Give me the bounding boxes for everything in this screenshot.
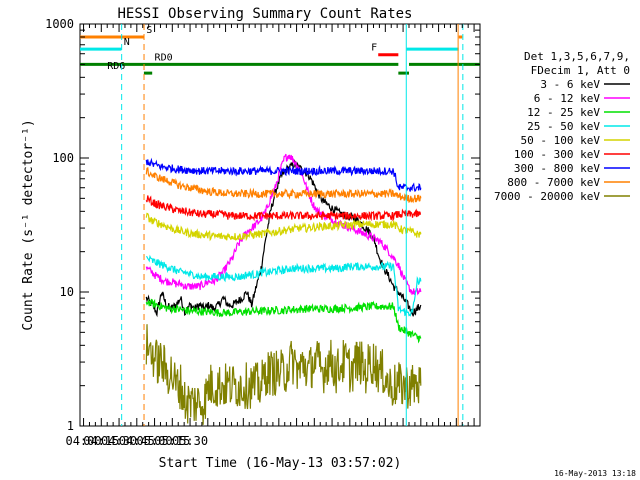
flag-label-n: N	[124, 37, 130, 48]
y-axis-label: Count Rate (s⁻¹ detector⁻¹)	[21, 119, 36, 330]
legend: Det 1,3,5,6,7,9,FDecim 1, Att 03 - 6 keV…	[494, 50, 630, 203]
flags-layer: S N F RD0 RD6	[80, 25, 480, 75]
x-tick-label: 04:45	[119, 434, 155, 448]
series-line	[145, 195, 421, 222]
flag-label-rd6: RD6	[107, 61, 125, 72]
legend-entry-label: 6 - 12 keV	[534, 92, 601, 105]
date-stamp: 16-May-2013 13:18	[554, 469, 636, 478]
x-tick-label: 04:30	[101, 434, 137, 448]
x-tick-label: 04:00	[65, 434, 101, 448]
series-line	[145, 254, 422, 317]
series-line	[145, 157, 422, 192]
y-tick-label: 100	[52, 151, 74, 165]
x-axis-label: Start Time (16-May-13 03:57:02)	[159, 456, 402, 471]
x-tick-label: 05:00	[136, 434, 172, 448]
y-tick-label: 1	[67, 419, 74, 433]
legend-entry-label: 800 - 7000 keV	[507, 176, 600, 189]
legend-entry-label: 300 - 800 keV	[514, 162, 600, 175]
vlines-layer	[121, 24, 464, 426]
flag-label-rd0: RD0	[155, 52, 173, 63]
series-layer	[145, 153, 422, 425]
series-line	[145, 166, 422, 204]
x-tick-label: 05:15	[154, 434, 190, 448]
series-line	[145, 324, 422, 425]
legend-header: Det 1,3,5,6,7,9,	[524, 50, 630, 63]
legend-entry-label: 7000 - 20000 keV	[494, 190, 600, 203]
legend-entry-label: 50 - 100 keV	[521, 134, 601, 147]
plot-area: S N F RD0 RD6	[79, 23, 481, 427]
legend-entry-label: 25 - 50 keV	[527, 120, 600, 133]
legend-entry-label: 3 - 6 keV	[540, 78, 600, 91]
x-tick-label: 04:15	[83, 434, 119, 448]
y-tick-label: 10	[60, 285, 74, 299]
series-line	[145, 212, 422, 242]
y-tick-label: 1000	[45, 17, 74, 31]
legend-entry-label: 12 - 25 keV	[527, 106, 600, 119]
plot-frame	[79, 23, 481, 427]
flag-label-f: F	[371, 43, 377, 54]
flag-label-s: S	[146, 25, 152, 36]
legend-header: FDecim 1, Att 0	[531, 64, 630, 77]
x-tick-label: 05:30	[172, 434, 208, 448]
series-line	[145, 153, 422, 296]
y-axis: 1 10 100 1000	[45, 17, 480, 433]
legend-entry-label: 100 - 300 keV	[514, 148, 600, 161]
series-line	[145, 298, 422, 344]
chart-title: HESSI Observing Summary Count Rates	[117, 6, 412, 22]
